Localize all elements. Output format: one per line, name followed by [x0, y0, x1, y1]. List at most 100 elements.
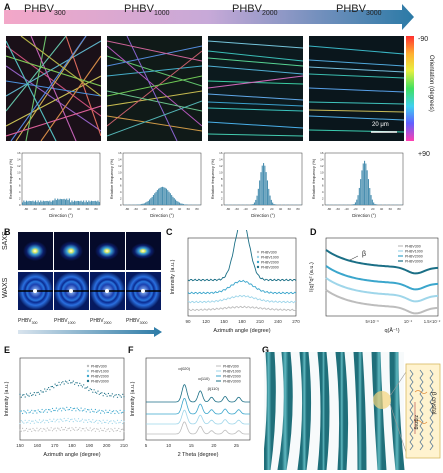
hist-bar [172, 196, 174, 205]
chart-e-point [79, 427, 81, 429]
chart-e-point [85, 387, 87, 389]
hist-bar [162, 186, 164, 205]
hist-bar [68, 198, 70, 205]
chart-e-point [113, 420, 115, 422]
chart-e-xtick: 200 [103, 443, 111, 448]
hist-xtick: 80 [94, 207, 98, 211]
hist-xlabel: Direction (°) [49, 213, 73, 218]
chart-e-point [59, 418, 61, 420]
chart-e-point [55, 385, 58, 387]
chart-e-point [58, 381, 60, 383]
chart-e-point [49, 429, 51, 431]
chart-e-point [53, 409, 55, 412]
chart-e-point [48, 387, 50, 389]
chart-e-point [118, 394, 120, 396]
chart-e-point [71, 409, 73, 412]
chart-e-point [84, 387, 86, 389]
chart-e-point [106, 429, 108, 431]
hist-bar [64, 199, 67, 205]
chart-e-point [89, 420, 91, 423]
chart-e-point [61, 419, 63, 421]
panel-label-d: D [310, 227, 317, 237]
chart-f-series [146, 397, 250, 415]
chart-c-ylabel: Intensity (a.u.) [170, 259, 176, 294]
hist-bar [85, 200, 87, 205]
chart-e-point [111, 422, 113, 425]
chart-f-xtick: 20 [211, 443, 217, 448]
chart-e-xtick: 180 [68, 443, 76, 448]
hist-ytick: 12 [219, 164, 223, 168]
chart-e-point [48, 409, 50, 411]
hist-ytick: 4 [19, 190, 21, 194]
hist-bar [62, 199, 64, 205]
chart-e-point [64, 380, 67, 382]
chart-e-point [48, 421, 50, 423]
chart-e-point [62, 381, 64, 383]
chart-e-point [119, 395, 121, 397]
hist-bar [88, 200, 90, 205]
chart-d-xlabel: q(Å⁻¹) [384, 327, 399, 334]
hist-bar [54, 198, 56, 205]
chart-e-point [63, 417, 65, 420]
chart-e-point [22, 427, 24, 429]
chart-e-point [23, 410, 25, 412]
chart-c-legend-marker [256, 265, 260, 269]
chart-e-point [63, 408, 65, 410]
hist-bar [366, 170, 368, 205]
chart-e-point [25, 427, 28, 430]
chart-e-point [123, 410, 125, 412]
hist-bar [58, 199, 60, 205]
hist-bar [145, 202, 147, 205]
hist-bar [154, 193, 156, 205]
chart-e-point [81, 418, 83, 420]
bw-label-1: PHBV300 [18, 318, 38, 325]
chart-c-xtick: 180 [238, 319, 246, 324]
hist-xtick: 0 [262, 207, 264, 211]
panel-label-c: C [166, 227, 173, 237]
chart-e-point [22, 421, 24, 423]
chart-f-frame [145, 357, 251, 441]
hist-xtick: -60 [235, 207, 240, 211]
chart-d-series [325, 277, 439, 303]
chart-f-legend-label: PHBV300 [223, 365, 239, 369]
saxs-arrow [18, 327, 162, 337]
hist-bar [24, 201, 26, 205]
chart-e-point [103, 412, 106, 414]
chart-e-point [74, 429, 76, 431]
chart-d-series [325, 289, 439, 315]
chart-c-series [187, 279, 297, 295]
hist-xtick: 60 [389, 207, 393, 211]
chart-e-point [27, 394, 29, 396]
chart-e-point [94, 391, 96, 393]
chart-e-point [68, 427, 70, 429]
chart-e-point [97, 390, 99, 392]
hist-ytick: 10 [17, 171, 21, 175]
chart-e-point [33, 410, 35, 412]
hist-bar [28, 200, 30, 205]
chart-e-point [32, 427, 34, 430]
chart-f-series [146, 384, 250, 403]
hist-bar [27, 201, 29, 205]
hist-xlabel: Direction (°) [251, 213, 275, 218]
chart-d-arrow [349, 255, 359, 261]
hist-xtick: -40 [243, 207, 248, 211]
chart-e-point [40, 411, 42, 413]
chart-d-ylabel: I(q)*q² (a.u.) [309, 262, 315, 292]
hist-xtick: 40 [178, 207, 182, 211]
chart-e-point [109, 421, 111, 423]
chart-e-point [28, 419, 30, 422]
hist-xtick: 60 [86, 207, 90, 211]
hist-ytick: 4 [322, 190, 324, 194]
chart-c-series [187, 305, 297, 312]
chart-e-point [29, 411, 31, 413]
chart-e-point [88, 409, 90, 411]
chart-e-point [62, 407, 64, 409]
beta-crystal-label: β crystal [430, 392, 436, 415]
bw-label-4: PHBV3000 [126, 318, 148, 325]
chart-e-point [85, 411, 87, 413]
chart-e-point [105, 421, 107, 424]
hist-bar [93, 201, 95, 205]
hist-bar [143, 203, 145, 205]
hist-bar [67, 200, 69, 205]
chart-e-point [66, 419, 68, 422]
